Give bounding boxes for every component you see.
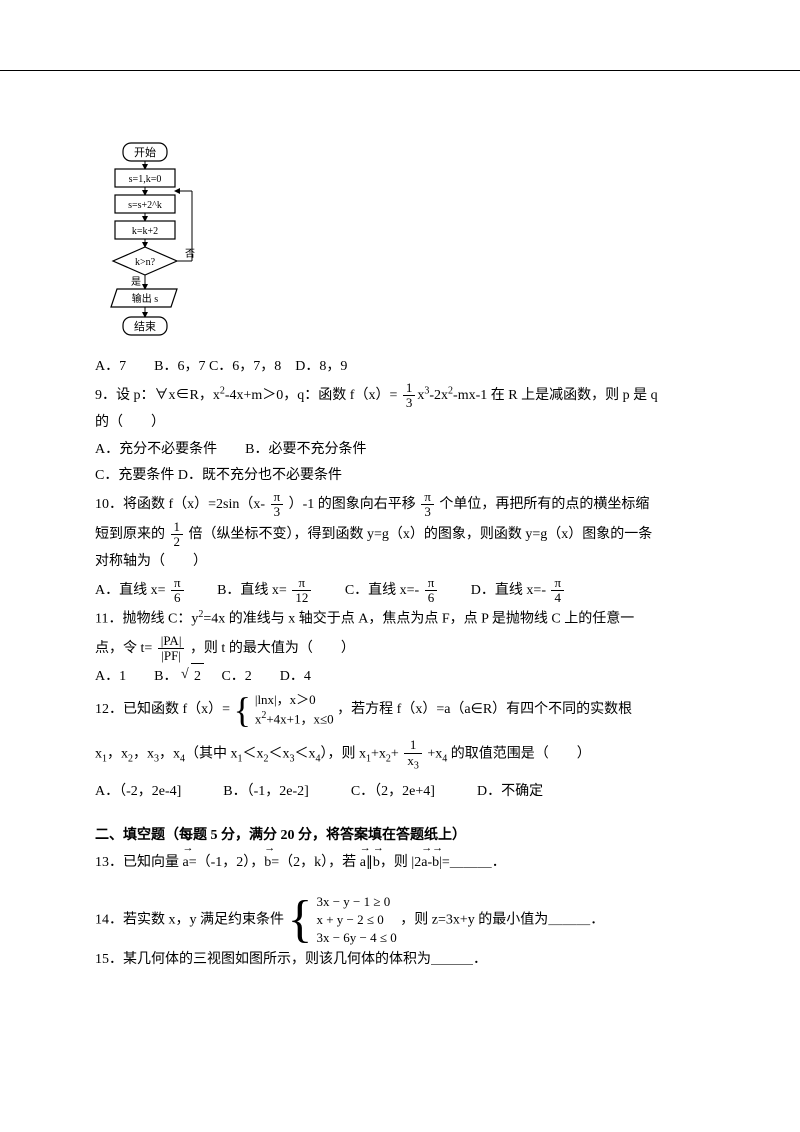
vec-b: b: [264, 850, 271, 877]
q8-options: A．7 B．6，7 C．6，7，8 D．8，9: [95, 354, 705, 381]
q10-fa: π6: [171, 576, 184, 606]
q10-half: 12: [171, 520, 184, 550]
flow-out: 输出 s: [132, 292, 158, 305]
q14-c1: 3x − y − 1 ≥ 0: [316, 893, 396, 911]
brace-icon: {: [234, 692, 251, 728]
brace3-icon: {: [288, 894, 313, 946]
q11-b: =4x 的准线与 x 轴交于点 A，焦点为点 F，点 P 是抛物线 C 上的任意…: [203, 612, 634, 627]
q12-stem1: 12．已知函数 f（x）= { |lnx|，x＞0 x2+4x+1，x≤0 ，若…: [95, 691, 705, 729]
q11-ratio: |PA||PF|: [158, 634, 185, 664]
q11-sqrt: 2: [191, 663, 204, 691]
q10-oc: C．直线 x=-: [317, 583, 419, 598]
flow-no: 否: [185, 248, 195, 260]
q10-ob: B．直线 x=: [189, 583, 287, 598]
q10-f2: π3: [421, 490, 434, 520]
q15: 15．某几何体的三视图如图所示，则该几何体的体积为＿＿＿．: [95, 947, 705, 974]
q14: 14．若实数 x，y 满足约束条件 { 3x − y − 1 ≥ 0 x + y…: [95, 893, 705, 948]
flowchart-svg: 开始 s=1,k=0 s=s+2^k k=k+2 k>n? 否 是: [95, 141, 205, 341]
q10-b: ）-1 的图象向右平移: [289, 497, 416, 512]
q10-e: 倍（纵坐标不变），得到函数 y=g（x）的图象，则函数 y=g（x）图象的一条: [189, 527, 653, 542]
exam-page: 开始 s=1,k=0 s=s+2^k k=k+2 k>n? 否 是: [0, 70, 800, 1014]
q9-stem2: 的（ ）: [95, 410, 705, 437]
q9-opts-b: C．充要条件 D．既不充分也不必要条件: [95, 463, 705, 490]
q12-piecewise: { |lnx|，x＞0 x2+4x+1，x≤0: [234, 691, 334, 729]
flow-end: 结束: [134, 320, 156, 333]
q10-a: 10．将函数 f（x）=2sin（x-: [95, 497, 265, 512]
flow-init: s=1,k=0: [129, 174, 162, 185]
q11-stem1: 11．抛物线 C：y2=4x 的准线与 x 轴交于点 A，焦点为点 F，点 P …: [95, 605, 705, 633]
q14-system: { 3x − y − 1 ≥ 0 x + y − 2 ≤ 0 3x − 6y −…: [288, 893, 397, 948]
q12-case1: |lnx|，x＞0: [255, 691, 334, 709]
q10-od: D．直线 x=-: [443, 583, 546, 598]
q9-stem: 9．设 p：∀x∈R，x2-4x+m＞0，q：函数 f（x）= 13x3-2x2…: [95, 381, 705, 411]
flowchart-q8: 开始 s=1,k=0 s=s+2^k k=k+2 k>n? 否 是: [95, 141, 705, 346]
q10-fc: π6: [425, 576, 438, 606]
q12-frac: 1x3: [404, 738, 422, 771]
q11-c: 点，令 t=: [95, 641, 152, 656]
q9-e: -mx-1 在 R 上是减函数，则 p 是 q: [453, 388, 658, 403]
q12-b: ，若方程 f（x）=a（a∈R）有四个不同的实数根: [337, 702, 632, 717]
q10-stem1: 10．将函数 f（x）=2sin（x- π3 ）-1 的图象向右平移 π3 个单…: [95, 490, 705, 520]
q10-fb: π12: [292, 576, 311, 606]
q9-frac: 13: [403, 381, 416, 411]
flow-yes: 是: [131, 276, 141, 288]
flow-step1: s=s+2^k: [128, 200, 162, 211]
q10-oa: A．直线 x=: [95, 583, 166, 598]
q14-c3: 3x − 6y − 4 ≤ 0: [316, 929, 396, 947]
q12-stem2: x1，x2，x3，x4（其中 x1＜x2＜x3＜x4），则 x1+x2+ 1x3…: [95, 738, 705, 771]
flow-start: 开始: [134, 145, 156, 159]
q10-c: 个单位，再把所有的点的横坐标缩: [439, 497, 649, 512]
q10-f1: π3: [271, 490, 284, 520]
q11-opts: A．1 B． 2 C．2 D．4: [95, 663, 705, 691]
q13: 13．已知向量 a=（-1，2），b=（2，k），若 a∥b，则 |2a-b|=…: [95, 850, 705, 877]
q9-opts-a: A．充分不必要条件 B．必要不充分条件: [95, 437, 705, 464]
q11-a: 11．抛物线 C：y: [95, 612, 198, 627]
q9-a: 9．设 p：∀x∈R，x: [95, 388, 220, 403]
q10-fd: π4: [551, 576, 564, 606]
q11-o2: C．2 D．4: [207, 669, 310, 684]
q12-case2: x2+4x+1，x≤0: [255, 709, 334, 729]
q10-stem3: 对称轴为（ ）: [95, 549, 705, 576]
q11-stem2: 点，令 t= |PA||PF| ，则 t 的最大值为（ ）: [95, 634, 705, 664]
q9-b: -4x+m＞0，q：函数 f（x）=: [225, 388, 398, 403]
q11-d: ，则 t 的最大值为（ ）: [190, 641, 355, 656]
q10-stem2: 短到原来的 12 倍（纵坐标不变），得到函数 y=g（x）的图象，则函数 y=g…: [95, 520, 705, 550]
q10-d: 短到原来的: [95, 527, 165, 542]
q10-opts: A．直线 x= π6 B．直线 x= π12 C．直线 x=- π6 D．直线 …: [95, 576, 705, 606]
flow-cond: k>n?: [135, 257, 156, 268]
q9-d: -2x: [429, 388, 448, 403]
q12-a: 12．已知函数 f（x）=: [95, 702, 230, 717]
q14-c2: x + y − 2 ≤ 0: [316, 911, 396, 929]
vec-a: a: [183, 850, 189, 877]
flow-step2: k=k+2: [132, 226, 158, 237]
q11-o1: A．1 B．: [95, 669, 177, 684]
q12-opts: A．（-2，2e-4] B．（-1，2e-2] C．（2，2e+4] D．不确定: [95, 779, 705, 806]
